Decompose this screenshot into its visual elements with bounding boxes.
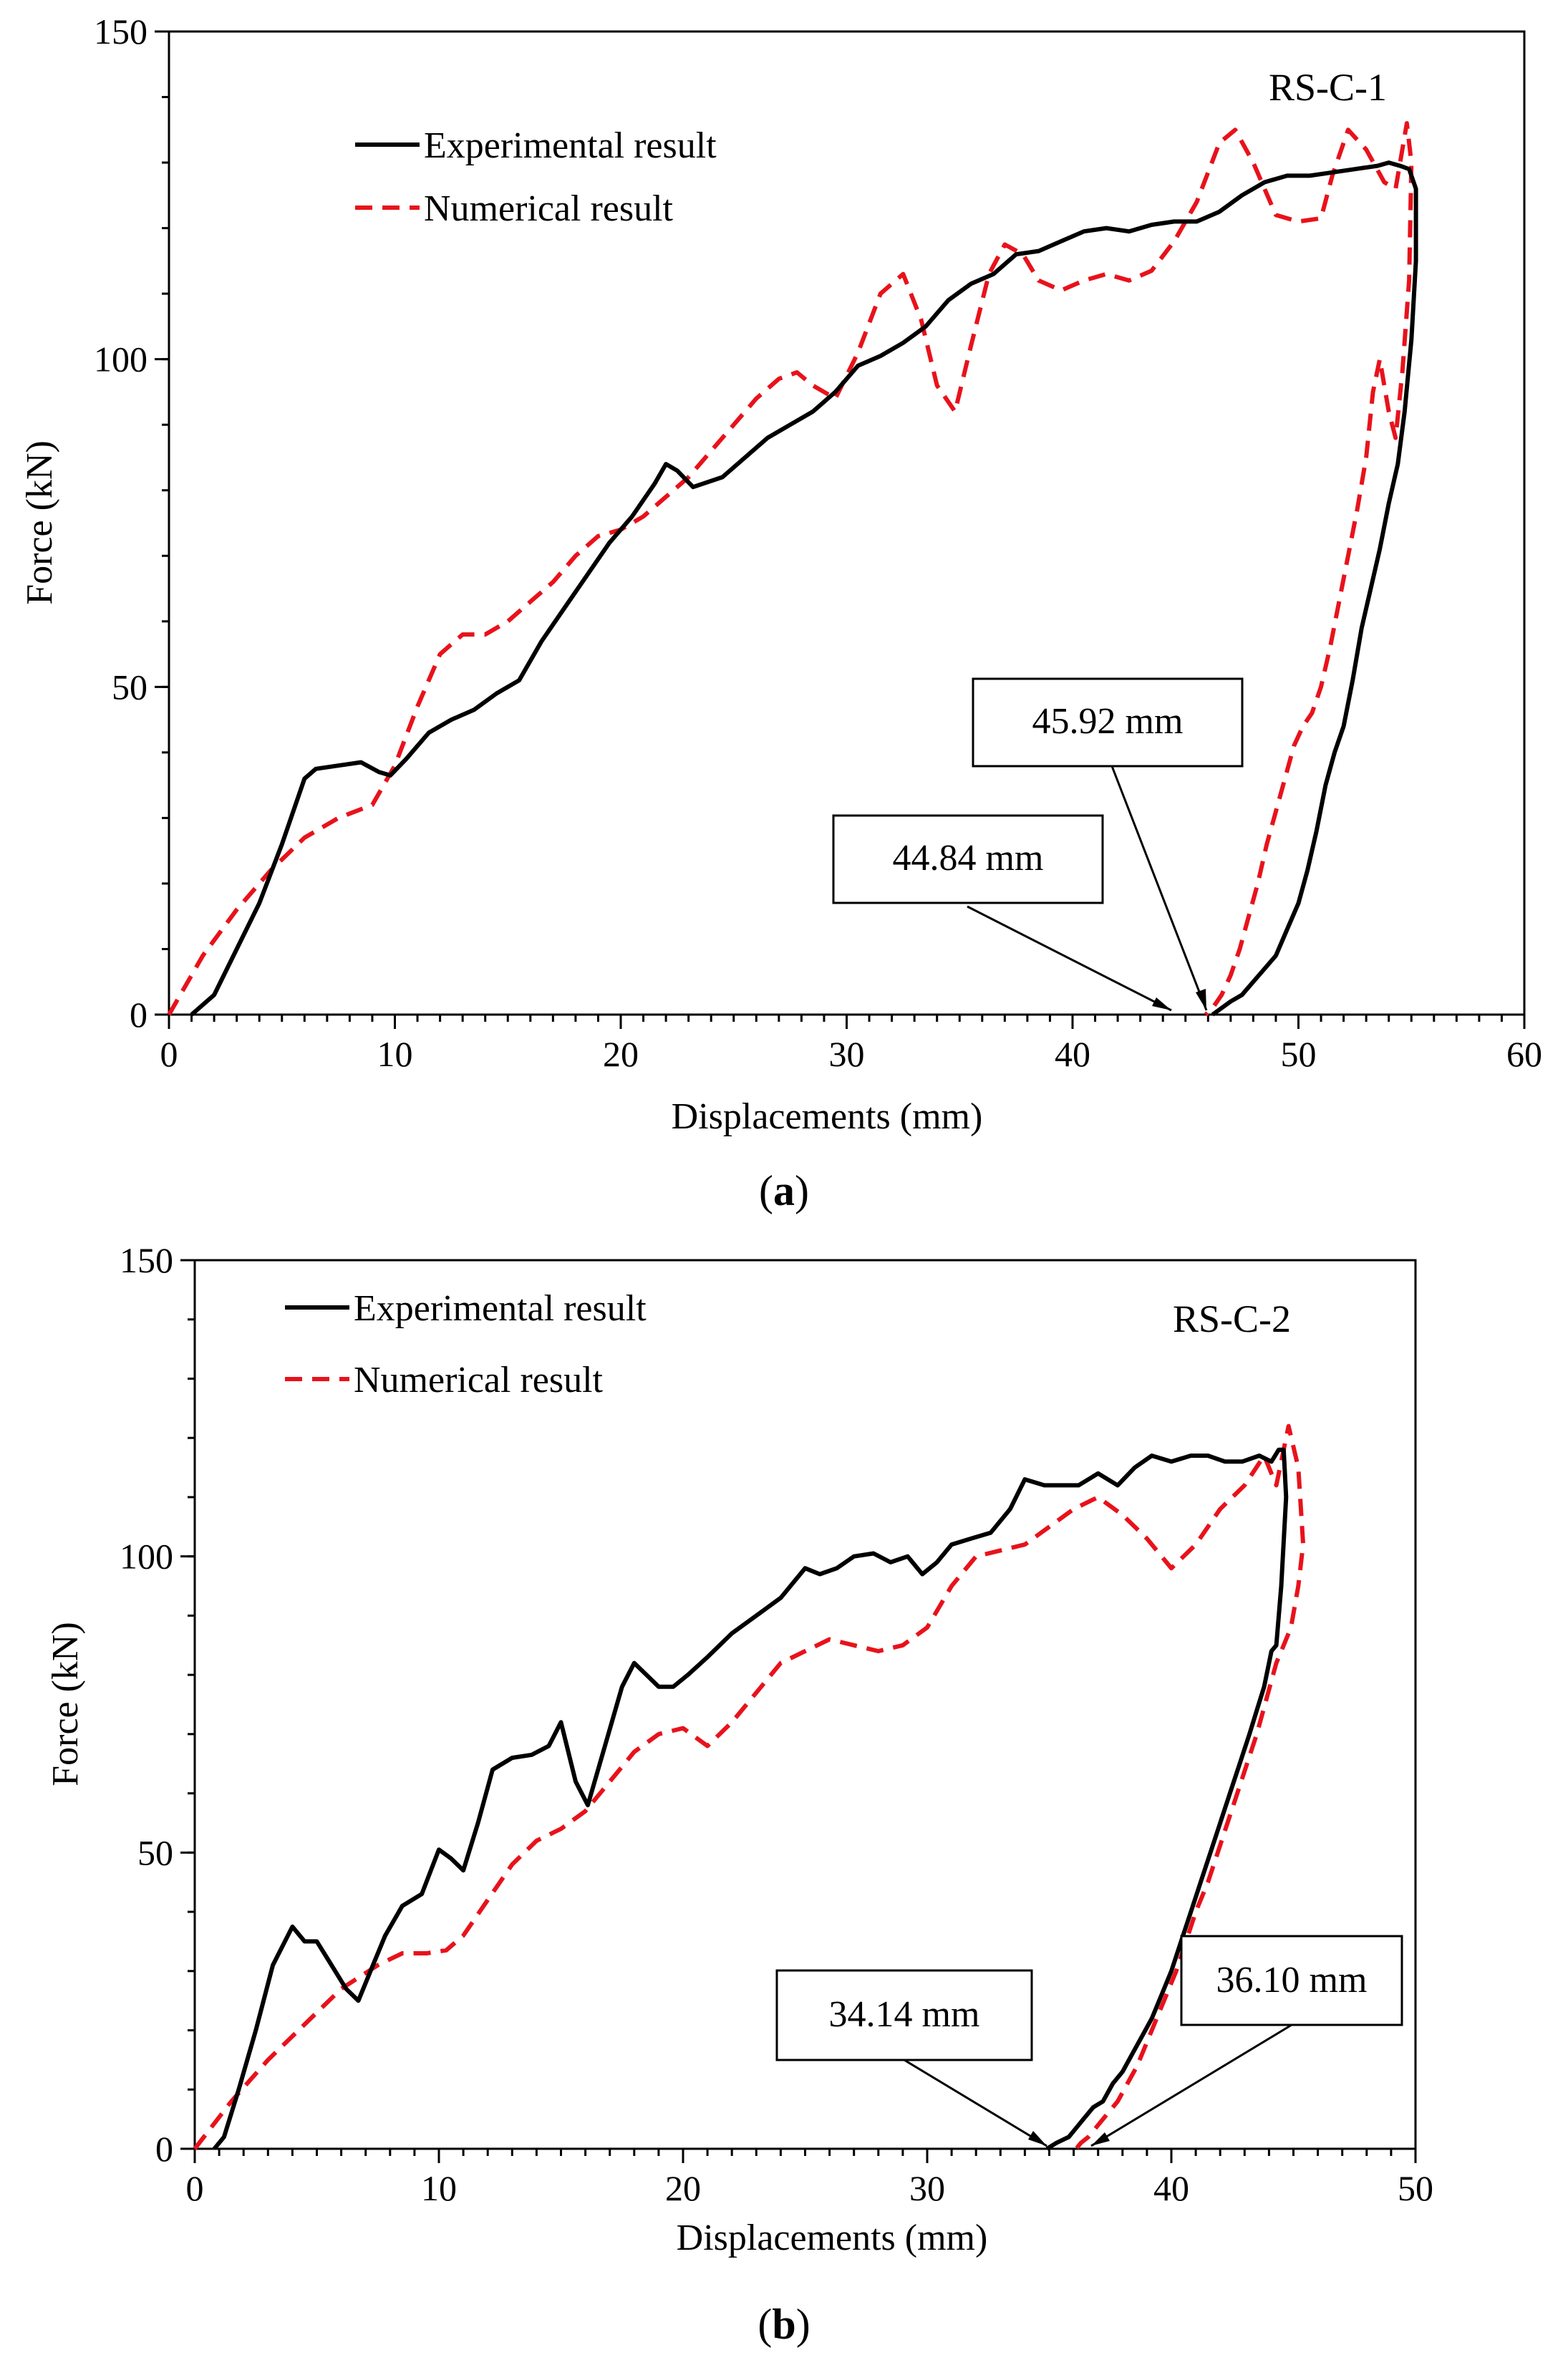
- x-tick-label: 40: [1153, 2168, 1189, 2208]
- experimental-result-line-b: [212, 1447, 1289, 2151]
- annotation-box-45-92: [972, 677, 1244, 768]
- y-tick-label: 0: [130, 995, 147, 1035]
- annotation-box-36-10: [1180, 1935, 1403, 2026]
- y-ticks-a: 0 50 100 150: [94, 11, 169, 1035]
- series-experimental-a: [190, 160, 1418, 1017]
- series-numerical-b: [193, 1423, 1306, 2150]
- y-tick-label: 50: [112, 667, 147, 707]
- annotation-text-36-10: 36.10 mm: [1216, 1960, 1368, 2001]
- x-tick-label: 0: [160, 1034, 178, 1074]
- x-tick-label: 30: [909, 2168, 945, 2208]
- legend-b: Experimental result Numerical result: [285, 1288, 647, 1401]
- x-tick-label: 10: [421, 2168, 457, 2208]
- arrowhead-icon: [1196, 989, 1206, 1010]
- chart-id-b: RS-C-2: [1173, 1297, 1291, 1340]
- y-tick-label: 100: [94, 339, 147, 379]
- numerical-result-line-a: [167, 121, 1414, 1017]
- chart-id-a: RS-C-1: [1269, 66, 1387, 109]
- experimental-result-line-a: [190, 160, 1418, 1017]
- annotation-arrow-44-84: [967, 905, 1172, 1012]
- chart-a: 0 50 100 150 0 10 20 30 40 50 60 Experimental res…: [19, 11, 1542, 1214]
- legend-label-experimental-b: Experimental result: [354, 1288, 647, 1329]
- y-axis-title-a: Force (kN): [19, 440, 60, 605]
- series-numerical-a: [167, 121, 1414, 1017]
- annotation-text-34-14: 34.14 mm: [829, 1994, 980, 2035]
- x-tick-label: 50: [1398, 2168, 1433, 2208]
- panel-label-b: (b): [758, 2301, 810, 2348]
- x-tick-label: 40: [1055, 1034, 1090, 1074]
- arrowhead-icon: [1152, 997, 1171, 1010]
- x-tick-label: 0: [186, 2168, 204, 2208]
- x-ticks-a: 0 10 20 30 40 50 60: [160, 1015, 1542, 1074]
- x-axis-title-b: Displacements (mm): [677, 2218, 988, 2258]
- x-tick-label: 60: [1506, 1034, 1542, 1074]
- x-ticks-b: 0 10 20 30 40 50: [186, 2149, 1433, 2208]
- panel-label-a: (a): [759, 1167, 809, 1214]
- annotation-box-44-84: [832, 814, 1104, 904]
- x-tick-label: 30: [829, 1034, 865, 1074]
- annotation-arrow-34-14: [904, 2059, 1047, 2147]
- x-tick-label: 50: [1281, 1034, 1317, 1074]
- annotation-44-84-a: 44.84 mm: [832, 814, 1172, 1012]
- panel-label-a-letter: a: [773, 1167, 795, 1214]
- x-axis-title-a: Displacements (mm): [672, 1096, 983, 1137]
- y-axis-title-b: Force (kN): [45, 1622, 86, 1786]
- annotation-arrow-36-10: [1090, 2023, 1292, 2147]
- y-tick-label: 150: [120, 1240, 173, 1280]
- legend-label-numerical-b: Numerical result: [354, 1360, 604, 1401]
- y-tick-label: 50: [137, 1832, 173, 1872]
- y-ticks-b: 0 50 100 150: [120, 1240, 195, 2169]
- panel-label-b-letter: b: [772, 2301, 795, 2348]
- x-tick-label: 20: [603, 1034, 639, 1074]
- annotation-arrow-45-92: [1110, 765, 1208, 1011]
- legend-a: Experimental result Numerical result: [355, 125, 717, 229]
- y-tick-label: 150: [94, 11, 147, 52]
- arrowhead-icon: [1028, 2131, 1047, 2146]
- annotation-45-92-a: 45.92 mm: [972, 677, 1244, 1011]
- series-experimental-b: [212, 1447, 1289, 2151]
- annotation-34-14-b: 34.14 mm: [775, 1969, 1047, 2147]
- chart-b: 0 50 100 150 0 10 20 30 40 50 Experimental resul…: [45, 1240, 1433, 2348]
- annotation-box-34-14: [775, 1969, 1033, 2061]
- x-tick-label: 10: [377, 1034, 413, 1074]
- annotation-text-44-84: 44.84 mm: [893, 838, 1044, 879]
- legend-label-experimental-a: Experimental result: [424, 125, 717, 166]
- y-tick-label: 0: [155, 2129, 173, 2169]
- x-tick-label: 20: [665, 2168, 701, 2208]
- annotation-text-45-92: 45.92 mm: [1032, 701, 1184, 742]
- y-tick-label: 100: [120, 1537, 173, 1577]
- arrowhead-icon: [1091, 2132, 1110, 2146]
- annotation-36-10-b: 36.10 mm: [1090, 1935, 1403, 2147]
- legend-label-numerical-a: Numerical result: [424, 188, 674, 229]
- numerical-result-line-b: [193, 1423, 1306, 2150]
